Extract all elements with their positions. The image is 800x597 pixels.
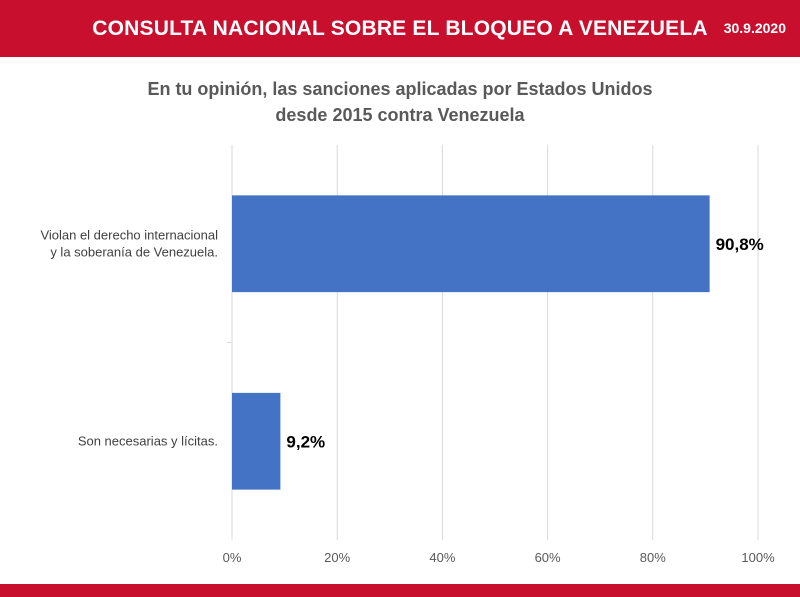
header-date: 30.9.2020 xyxy=(723,20,786,36)
header-bar: CONSULTA NACIONAL SOBRE EL BLOQUEO A VEN… xyxy=(0,0,800,57)
x-tick-label: 40% xyxy=(429,550,455,565)
category-label: y la soberanía de Venezuela. xyxy=(50,244,218,259)
category-label: Son necesarias y lícitas. xyxy=(78,433,218,448)
x-tick-label: 20% xyxy=(324,550,350,565)
bar xyxy=(232,392,281,490)
x-tick-label: 100% xyxy=(741,550,775,565)
bar xyxy=(232,195,710,293)
x-tick-label: 0% xyxy=(223,550,242,565)
x-tick-label: 60% xyxy=(535,550,561,565)
footer-bar xyxy=(0,584,800,597)
chart-title-line-1: En tu opinión, las sanciones aplicadas p… xyxy=(147,79,653,99)
category-label: Violan el derecho internacional xyxy=(40,227,218,242)
data-label: 90,8% xyxy=(716,235,764,254)
chart-title: En tu opinión, las sanciones aplicadas p… xyxy=(80,76,720,128)
header-title: CONSULTA NACIONAL SOBRE EL BLOQUEO A VEN… xyxy=(92,17,708,40)
data-label: 9,2% xyxy=(286,432,325,451)
x-tick-label: 80% xyxy=(640,550,666,565)
chart-title-line-2: desde 2015 contra Venezuela xyxy=(275,105,525,125)
